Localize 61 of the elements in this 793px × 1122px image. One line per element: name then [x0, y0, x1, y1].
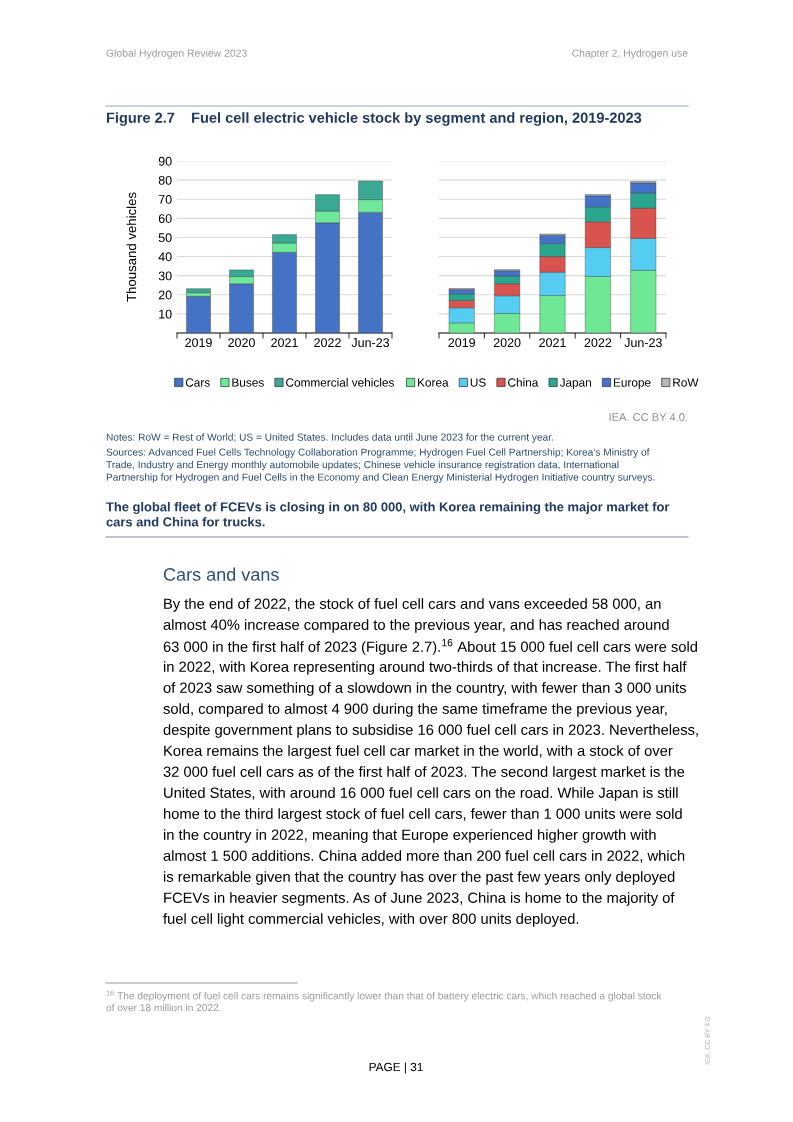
- text: Korea remains the largest fuel cell car market in the world, with a stock of over: [164, 745, 673, 759]
- text: 63 000 in the first half of 2023 (Figure 2.7).$^{16}$ About 15 000 fuel cell cars were sold: [163, 638, 697, 655]
- text: $^{16}$ The deployment of fuel cell cars remains significantly lower than that of battery electric cars, which reached a global stock: [106, 990, 662, 1002]
- legend-label: Cars: [185, 378, 210, 387]
- y-tick-label: 40: [158, 252, 172, 262]
- y-tick-label: 50: [158, 233, 172, 243]
- legend-label: Buses: [232, 378, 264, 387]
- y-tick-label: 10: [159, 309, 172, 319]
- text: FCEVs in heavier segments. As of June 2023, China is home to the majority of: [164, 892, 675, 906]
- y-tick-label: 20: [158, 290, 172, 300]
- source-note: Sources: Advanced Fuel Cells Technology Collaboration Programme; Hydrogen Fuel Cell Partnership; Korea’s Ministry of: [106, 448, 650, 458]
- text: Trade, Industry and Energy monthly automobile updates; Chinese vehicle insurance registration data, International: [106, 460, 619, 471]
- text: Global Hydrogen Review 2023: [106, 49, 247, 59]
- text: Partnership for Hydrogen and Fuel Cells in the Economy and Clean Energy Ministerial Hydrogen Initiative country surveys.: [106, 473, 655, 483]
- legend-label: US: [470, 378, 486, 387]
- text: home to the third largest stock of fuel cell cars, fewer than 1 000 units were sold: [164, 808, 682, 822]
- x-tick-label: 2021: [539, 338, 566, 348]
- y-tick-label: 60: [158, 214, 172, 223]
- y-tick-label: 90: [158, 156, 172, 166]
- legend-label: China: [508, 378, 539, 387]
- text: almost 40% increase compared to the previous year, and has reached around: [163, 619, 669, 633]
- text: almost 1 500 additions. China added more than 200 fuel cell cars in 2022, which: [163, 850, 685, 863]
- x-tick-label: 2022: [584, 338, 612, 348]
- text: in 2022, with Korea representing around two-thirds of that increase. The first half: [163, 661, 687, 675]
- text: United States, with around 16 000 fuel cell cars on the road. While Japan is still: [164, 787, 678, 801]
- y-tick-label: 80: [158, 175, 172, 185]
- x-tick-label: 2021: [271, 338, 298, 348]
- x-tick-label: 2022: [314, 338, 341, 348]
- x-tick-label: Jun-23: [351, 338, 390, 348]
- x-tick-label: Jun-23: [624, 338, 662, 348]
- legend-label: Europe: [613, 378, 651, 390]
- y-tick-label: 30: [158, 271, 172, 281]
- text: in the country in 2022, meaning that Europe experienced higher growth with: [163, 829, 656, 843]
- text: The global fleet of FCEVs is closing in on 80 000, with Korea remaining the major market for: [106, 501, 670, 515]
- legend-label: Japan: [559, 378, 591, 390]
- y-tick-label: 70: [158, 195, 172, 204]
- x-tick-label: 2020: [228, 338, 255, 348]
- bar: [186, 296, 211, 333]
- chart-title: Figure 2.7 Fuel cell electric vehicle stock by segment and region, 2019-2023: [106, 112, 642, 126]
- text: By the end of 2022, the stock of fuel cell cars and vans exceeded 58 000, an: [164, 598, 661, 612]
- text: 32 000 fuel cell cars as of the first half of 2023. The second largest market is the: [163, 766, 685, 780]
- x-tick-label: 2020: [493, 338, 521, 348]
- text: Chapter 2. Hydrogen use: [572, 49, 688, 59]
- text: is remarkable given that the country has over the past few years only deployed: [163, 871, 675, 885]
- text: IEA. CC BY 4.0.: [609, 413, 687, 421]
- text: of over 18 million in 2022.: [106, 1003, 221, 1012]
- y-axis-title: Thousand vehicles: [126, 192, 137, 302]
- bar: [186, 288, 211, 293]
- legend-label: RoW: [673, 378, 699, 387]
- text: Cars and vans: [163, 567, 279, 581]
- legend-label: Commercial vehicles: [286, 378, 394, 387]
- text: fuel cell light commercial vehicles, with over 800 units deployed.: [163, 913, 579, 927]
- text: PAGE | 31: [369, 1062, 423, 1074]
- text: of 2023 saw something of a slowdown in the country, with fewer than 3 000 units: [163, 682, 686, 696]
- text: sold, compared to almost 4 900 during the same timeframe the previous year,: [163, 703, 667, 717]
- text: despite government plans to subsidise 16 000 fuel cell cars in 2023. Nevertheless,: [163, 724, 698, 738]
- x-tick-label: 2019: [448, 338, 476, 348]
- x-tick-label: 2019: [185, 338, 212, 348]
- text: cars and China for trucks.: [106, 516, 265, 527]
- text: Notes: RoW = Rest of World; US = United States. Includes data until June 2023 for the current year.: [106, 433, 553, 443]
- legend-label: Korea: [418, 378, 449, 387]
